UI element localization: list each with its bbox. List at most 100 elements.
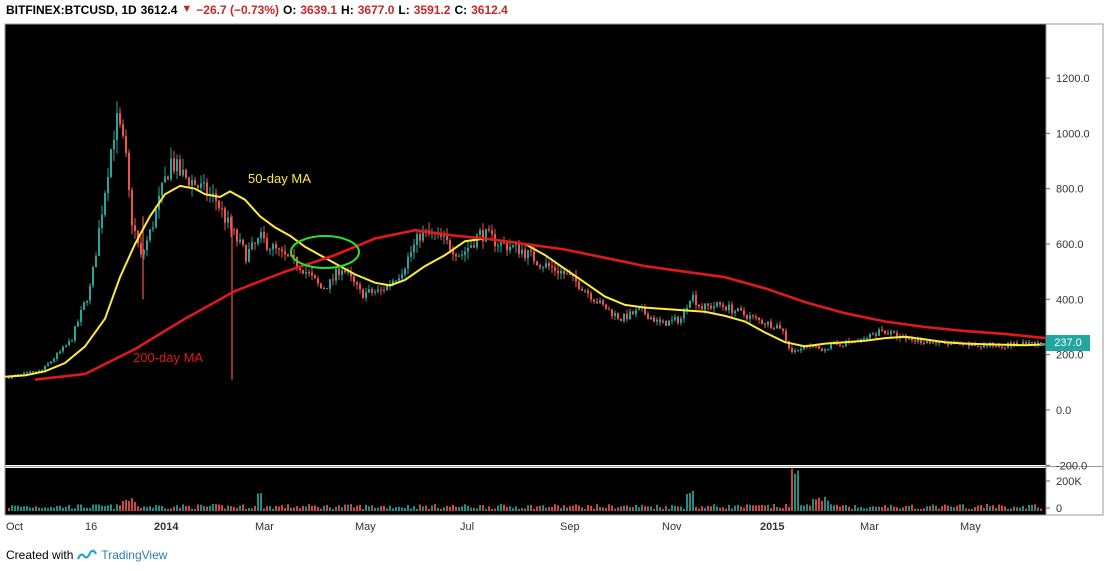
x-tick-label: Jul (460, 521, 474, 533)
candle-body (470, 245, 472, 248)
candle-body (245, 245, 247, 262)
candle-body (695, 294, 697, 305)
tradingview-link[interactable]: TradingView (101, 548, 168, 562)
candle-body (89, 285, 91, 301)
volume-bar (86, 507, 88, 511)
candle-body (335, 268, 337, 281)
candle-body (326, 288, 328, 290)
candle-body (995, 345, 997, 347)
candle-body (95, 256, 97, 268)
volume-bar (494, 508, 496, 511)
volume-bar (299, 507, 301, 511)
volume-bar (893, 506, 895, 511)
footer: Created with TradingView (6, 548, 167, 562)
candle-body (536, 261, 538, 266)
candle-body (302, 269, 304, 274)
volume-bar (110, 504, 112, 511)
candle-body (206, 182, 208, 196)
candle-body (644, 307, 646, 314)
candle-body (512, 245, 514, 247)
candle-body (563, 270, 565, 274)
volume-bar (842, 505, 844, 511)
volume-bar (221, 505, 223, 511)
candle-body (698, 304, 700, 307)
candle-body (863, 338, 865, 340)
volume-bar (182, 504, 184, 511)
volume-bar (326, 504, 328, 511)
volume-bar (56, 505, 58, 511)
volume-bar (395, 507, 397, 511)
volume-bar (566, 507, 568, 511)
candle-body (785, 331, 787, 342)
volume-bar (575, 504, 577, 511)
volume-bar (653, 508, 655, 511)
candle-body (530, 250, 532, 252)
low-value: 3591.2 (413, 3, 451, 17)
volume-bar (125, 499, 127, 511)
volume-bar (323, 505, 325, 511)
candle-body (734, 311, 736, 314)
down-arrow-icon: ▼ (181, 3, 193, 15)
candle-body (515, 243, 517, 246)
candle-body (908, 338, 910, 340)
candle-body (830, 344, 832, 349)
candle-body (497, 245, 499, 247)
candle-body (677, 317, 679, 323)
volume-bar (200, 504, 202, 511)
volume-bar (191, 508, 193, 511)
volume-bar (497, 505, 499, 511)
volume-bar (290, 507, 292, 511)
candle-body (143, 250, 145, 255)
candle-body (503, 242, 505, 244)
volume-bar (971, 508, 973, 511)
volume-bar (716, 506, 718, 511)
candle-body (128, 152, 130, 190)
volume-bar (485, 508, 487, 511)
candle-body (560, 270, 562, 274)
volume-bar (839, 506, 841, 511)
volume-bar (578, 505, 580, 511)
volume-bar (965, 508, 967, 511)
candle-body (344, 270, 346, 273)
volume-bar (449, 506, 451, 511)
volume-bar (809, 505, 811, 511)
volume-bar (461, 506, 463, 511)
candle-body (593, 299, 595, 302)
candle-body (407, 256, 409, 269)
volume-bar (62, 507, 64, 511)
candle-body (413, 244, 415, 253)
candle-body (872, 333, 874, 335)
volume-bar (698, 508, 700, 511)
volume-bar (863, 508, 865, 511)
candle-body (167, 176, 169, 180)
volume-bar (977, 505, 979, 511)
candle-body (83, 302, 85, 311)
volume-bar (152, 507, 154, 511)
volume-bar (428, 508, 430, 511)
candle-body (347, 271, 349, 273)
y-tick-label: -200.0 (1056, 460, 1087, 472)
volume-bar (539, 505, 541, 511)
volume-bar (35, 506, 37, 511)
volume-bar (635, 504, 637, 511)
volume-bar (1031, 504, 1033, 511)
candle-body (788, 341, 790, 349)
candle-body (500, 242, 502, 246)
volume-bar (851, 508, 853, 511)
candle-body (107, 177, 109, 194)
volume-bar (959, 504, 961, 511)
volume-bar (536, 506, 538, 511)
candle-body (926, 341, 928, 344)
volume-bar (935, 505, 937, 511)
volume-bar (725, 508, 727, 511)
volume-bar (65, 507, 67, 511)
volume-bar (872, 506, 874, 511)
candle-body (860, 339, 862, 342)
candle-body (398, 278, 400, 281)
candle-body (293, 254, 295, 257)
current-price-tag: 237.0 (1046, 335, 1090, 351)
candle-body (524, 249, 526, 259)
volume-bar (116, 504, 118, 511)
volume-bar (692, 490, 694, 511)
